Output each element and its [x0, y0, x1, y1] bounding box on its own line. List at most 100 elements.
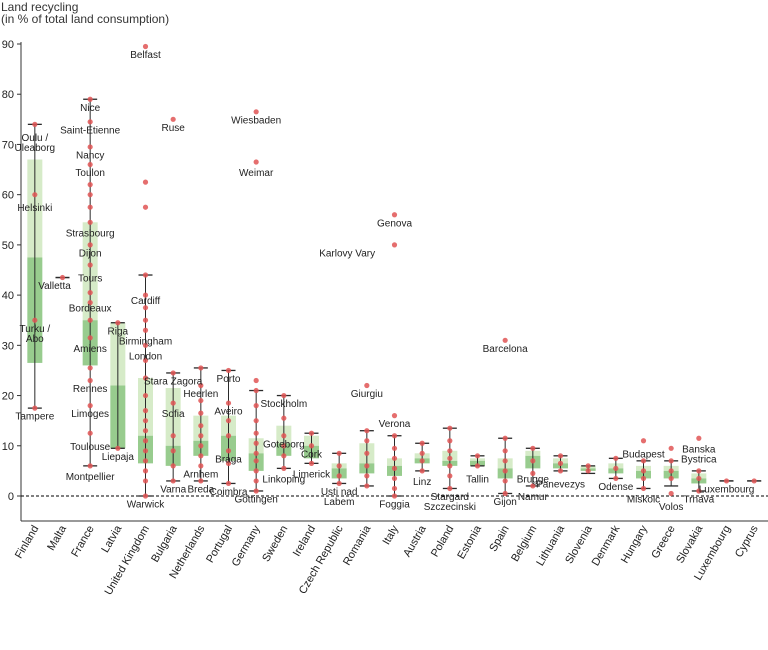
- city-label: Stargard: [431, 492, 469, 503]
- city-label: Liepaja: [102, 452, 135, 463]
- data-point: [87, 144, 93, 150]
- city-label: Ruse: [161, 123, 185, 134]
- data-point: [557, 468, 564, 474]
- city-label: Trnava: [683, 495, 714, 506]
- data-point: [364, 438, 370, 444]
- category-label: Hungary: [619, 523, 650, 565]
- data-point: [308, 443, 315, 449]
- city-label: Banska: [682, 444, 716, 455]
- data-point: [391, 475, 398, 482]
- data-point: [391, 242, 398, 248]
- data-point: [170, 463, 176, 469]
- y-tick-label: 60: [2, 190, 14, 202]
- category-label: Sweden: [260, 524, 290, 564]
- data-point: [142, 438, 149, 444]
- data-point: [696, 435, 702, 441]
- data-point: [364, 382, 370, 389]
- category-label: Romania: [341, 523, 374, 568]
- data-point: [142, 317, 149, 323]
- data-point: [474, 463, 481, 469]
- data-point: [281, 433, 287, 439]
- city-label: Brugge: [517, 474, 550, 485]
- data-point: [32, 317, 38, 323]
- city-label: Nancy: [76, 150, 104, 161]
- data-point: [32, 192, 38, 198]
- data-point: [87, 262, 93, 268]
- data-point: [253, 159, 259, 165]
- data-point: [391, 455, 398, 461]
- data-point: [253, 403, 259, 409]
- data-point: [253, 478, 259, 484]
- data-point: [225, 418, 232, 424]
- data-point: [142, 493, 149, 499]
- city-label: Cardiff: [131, 296, 160, 307]
- data-point: [447, 473, 453, 479]
- city-label: Amiens: [73, 344, 106, 355]
- data-point: [668, 490, 674, 497]
- data-point: [142, 179, 149, 185]
- data-point: [198, 463, 204, 469]
- data-point: [419, 468, 425, 474]
- city-label: Limoges: [71, 409, 109, 420]
- data-point: [723, 478, 730, 484]
- data-point: [336, 473, 342, 479]
- category-label: Spain: [487, 524, 511, 554]
- data-point: [419, 450, 425, 456]
- data-point: [253, 468, 259, 474]
- data-point: [198, 397, 204, 404]
- data-point: [281, 443, 287, 449]
- data-points: [32, 43, 757, 499]
- data-point: [253, 109, 259, 115]
- data-point: [142, 392, 149, 399]
- data-point: [696, 475, 702, 482]
- city-label: Karlovy Vary: [319, 248, 375, 259]
- data-point: [391, 465, 398, 471]
- data-point: [253, 440, 259, 446]
- data-point: [87, 300, 93, 306]
- city-label: Sofia: [162, 409, 185, 420]
- data-point: [585, 463, 591, 469]
- data-point: [336, 480, 342, 487]
- data-point: [225, 400, 232, 406]
- category-label: Finland: [13, 524, 41, 561]
- data-point: [142, 292, 149, 298]
- data-point: [225, 460, 232, 466]
- data-point: [253, 488, 259, 494]
- data-point: [170, 400, 176, 406]
- city-label: Tallin: [466, 474, 489, 485]
- category-label: France: [69, 524, 97, 560]
- data-point: [447, 438, 453, 444]
- city-label: Volos: [659, 502, 683, 513]
- data-point: [142, 408, 149, 414]
- data-point: [142, 418, 149, 424]
- data-point: [640, 468, 647, 474]
- city-label: Nice: [80, 103, 100, 114]
- y-tick-label: 10: [2, 441, 14, 453]
- data-point: [391, 212, 398, 218]
- data-point: [87, 463, 93, 469]
- data-point: [391, 493, 398, 499]
- data-point: [668, 445, 674, 451]
- y-tick-label: 90: [2, 39, 14, 51]
- data-point: [170, 370, 176, 376]
- data-point: [613, 455, 619, 461]
- data-point: [225, 448, 232, 454]
- city-label: Warwick: [127, 500, 165, 511]
- city-label: Verona: [379, 419, 411, 430]
- data-point: [87, 335, 93, 341]
- city-label: Limerick: [293, 469, 331, 480]
- data-point: [502, 458, 508, 464]
- category-label: Malta: [45, 523, 69, 553]
- city-label: Stara Zagora: [144, 376, 203, 387]
- data-point: [391, 413, 398, 419]
- data-point: [87, 403, 93, 409]
- city-label: Budapest: [622, 449, 664, 460]
- city-label: Foggia: [379, 500, 410, 511]
- data-point: [640, 475, 647, 482]
- data-point: [668, 458, 674, 464]
- data-point: [87, 119, 93, 125]
- category-label: Denmark: [590, 523, 623, 568]
- data-point: [142, 327, 149, 333]
- data-point: [668, 475, 674, 482]
- city-label: Birmingham: [119, 336, 172, 347]
